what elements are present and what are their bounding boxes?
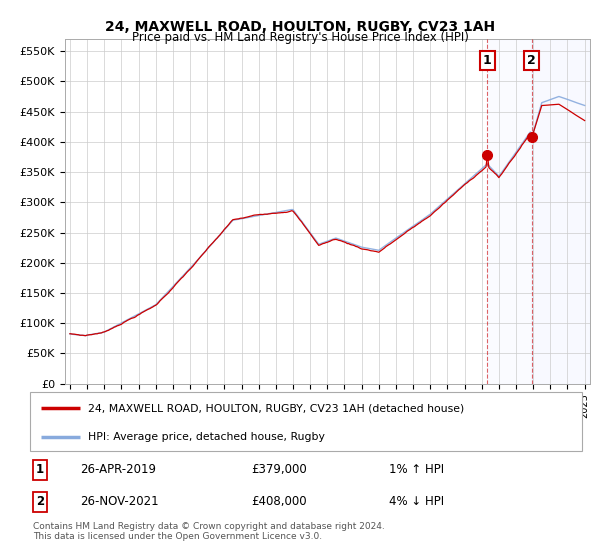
Text: 2: 2: [36, 496, 44, 508]
Bar: [532, 39, 590, 384]
Text: 1: 1: [483, 54, 491, 67]
Text: HPI: Average price, detached house, Rugby: HPI: Average price, detached house, Rugb…: [88, 432, 325, 442]
Text: 1: 1: [36, 463, 44, 476]
Text: 2: 2: [527, 54, 536, 67]
Text: 4% ↓ HPI: 4% ↓ HPI: [389, 496, 444, 508]
FancyBboxPatch shape: [30, 392, 582, 451]
Text: 1% ↑ HPI: 1% ↑ HPI: [389, 463, 444, 476]
Text: Contains HM Land Registry data © Crown copyright and database right 2024.
This d: Contains HM Land Registry data © Crown c…: [33, 522, 385, 542]
Text: 24, MAXWELL ROAD, HOULTON, RUGBY, CV23 1AH: 24, MAXWELL ROAD, HOULTON, RUGBY, CV23 1…: [105, 20, 495, 34]
Text: 26-NOV-2021: 26-NOV-2021: [80, 496, 158, 508]
Text: Price paid vs. HM Land Registry's House Price Index (HPI): Price paid vs. HM Land Registry's House …: [131, 31, 469, 44]
Text: £379,000: £379,000: [251, 463, 307, 476]
Text: 26-APR-2019: 26-APR-2019: [80, 463, 155, 476]
Bar: [487, 39, 532, 384]
Text: 24, MAXWELL ROAD, HOULTON, RUGBY, CV23 1AH (detached house): 24, MAXWELL ROAD, HOULTON, RUGBY, CV23 1…: [88, 403, 464, 413]
Text: £408,000: £408,000: [251, 496, 307, 508]
